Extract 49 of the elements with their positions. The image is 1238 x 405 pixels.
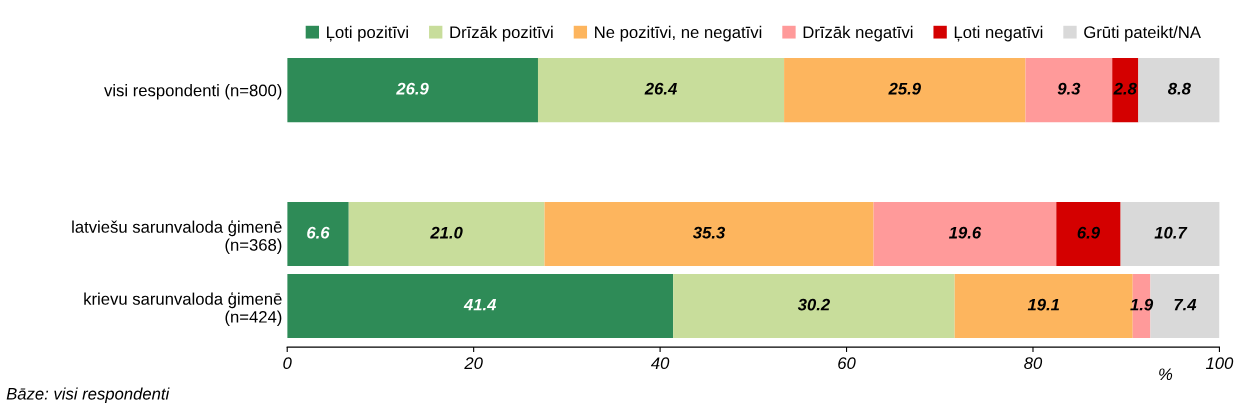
data-label: 41.4 [463, 298, 497, 311]
data-label: 26.9 [396, 82, 429, 95]
data-label: 19.6 [948, 226, 982, 239]
bar [544, 202, 874, 267]
x-tick-label: 60 [838, 357, 856, 370]
bar [673, 274, 955, 339]
bar [348, 202, 545, 267]
data-label: 25.9 [888, 82, 921, 95]
x-tick-label: 20 [464, 357, 483, 370]
data-label: 21.0 [430, 226, 463, 239]
data-label: 26.4 [644, 82, 677, 95]
bar [1138, 58, 1220, 123]
legend-label: Drīzāk negatīvi [803, 25, 913, 42]
data-label: 2.8 [1113, 82, 1137, 95]
data-label: 6.6 [307, 226, 330, 239]
x-tick-label: 40 [650, 357, 670, 370]
bar [1025, 58, 1113, 123]
bar [537, 58, 785, 123]
data-label: 8.8 [1167, 82, 1191, 95]
text: Bāze: visi respondenti [6, 387, 170, 403]
data-label: 10.7 [1154, 226, 1188, 239]
legend-label: Drīzāk pozitīvi [450, 25, 553, 42]
bar [873, 202, 1057, 267]
bar [784, 58, 1026, 123]
x-tick-label: 80 [1024, 357, 1043, 370]
data-label: 35.3 [692, 226, 726, 239]
y-tick-label: latviešu sarunvaloda ģimenē (n=368) [72, 219, 282, 255]
bar [1112, 58, 1139, 123]
y-tick-label: krievu sarunvaloda ģimenē (n=424) [84, 291, 282, 327]
bar [287, 202, 349, 267]
legend-label: Ļoti pozitīvi [327, 25, 408, 42]
bar [1132, 274, 1151, 339]
bar [287, 274, 674, 339]
legend-label: Ļoti negatīvi [954, 25, 1043, 42]
x-tick-label: 0 [283, 357, 292, 370]
y-tick-label: visi respondenti (n=800) [104, 84, 282, 100]
data-label: 7.4 [1174, 298, 1197, 311]
data-label: 9.3 [1057, 82, 1081, 95]
data-label: 30.2 [797, 298, 830, 311]
legend-label: Ne pozitīvi, ne negatīvi [595, 25, 762, 42]
x-axis-title: % [1159, 368, 1173, 381]
legend-label: Grūti pateikt/NA [1084, 25, 1201, 42]
bar [1056, 202, 1121, 267]
bar [1120, 202, 1220, 267]
x-tick-label: 100 [1205, 357, 1234, 370]
data-label: 19.1 [1027, 298, 1060, 311]
data-label: 1.9 [1130, 298, 1154, 311]
bar [287, 58, 538, 123]
data-label: 6.9 [1077, 226, 1100, 239]
